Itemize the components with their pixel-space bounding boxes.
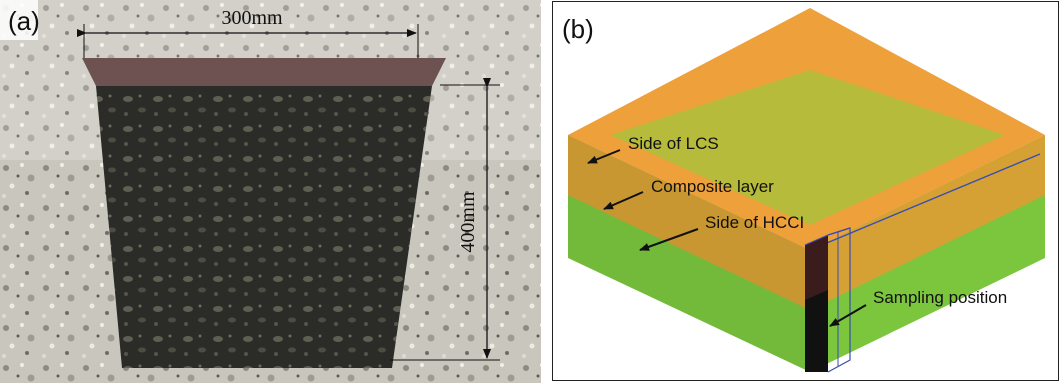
panel-label: (b)	[562, 14, 594, 44]
annotation: Sampling position	[873, 288, 1007, 307]
sample-strip-lower	[805, 290, 828, 372]
height-label: 400mm	[457, 191, 479, 253]
panel-a: (a) 300mm 400mm	[0, 0, 541, 383]
block-top	[82, 58, 446, 86]
panel-label: (a)	[8, 6, 40, 36]
annotation: Composite layer	[651, 177, 774, 196]
annotation: Side of HCCI	[705, 213, 804, 232]
annotation: Side of LCS	[628, 134, 719, 153]
panel-b: (b) Side of LCS Composite layer Side of …	[553, 2, 1059, 381]
figure: (a) 300mm 400mm (b) Side of LCS Composit…	[0, 0, 1060, 383]
width-label: 300mm	[221, 7, 283, 29]
block-face	[96, 86, 432, 368]
